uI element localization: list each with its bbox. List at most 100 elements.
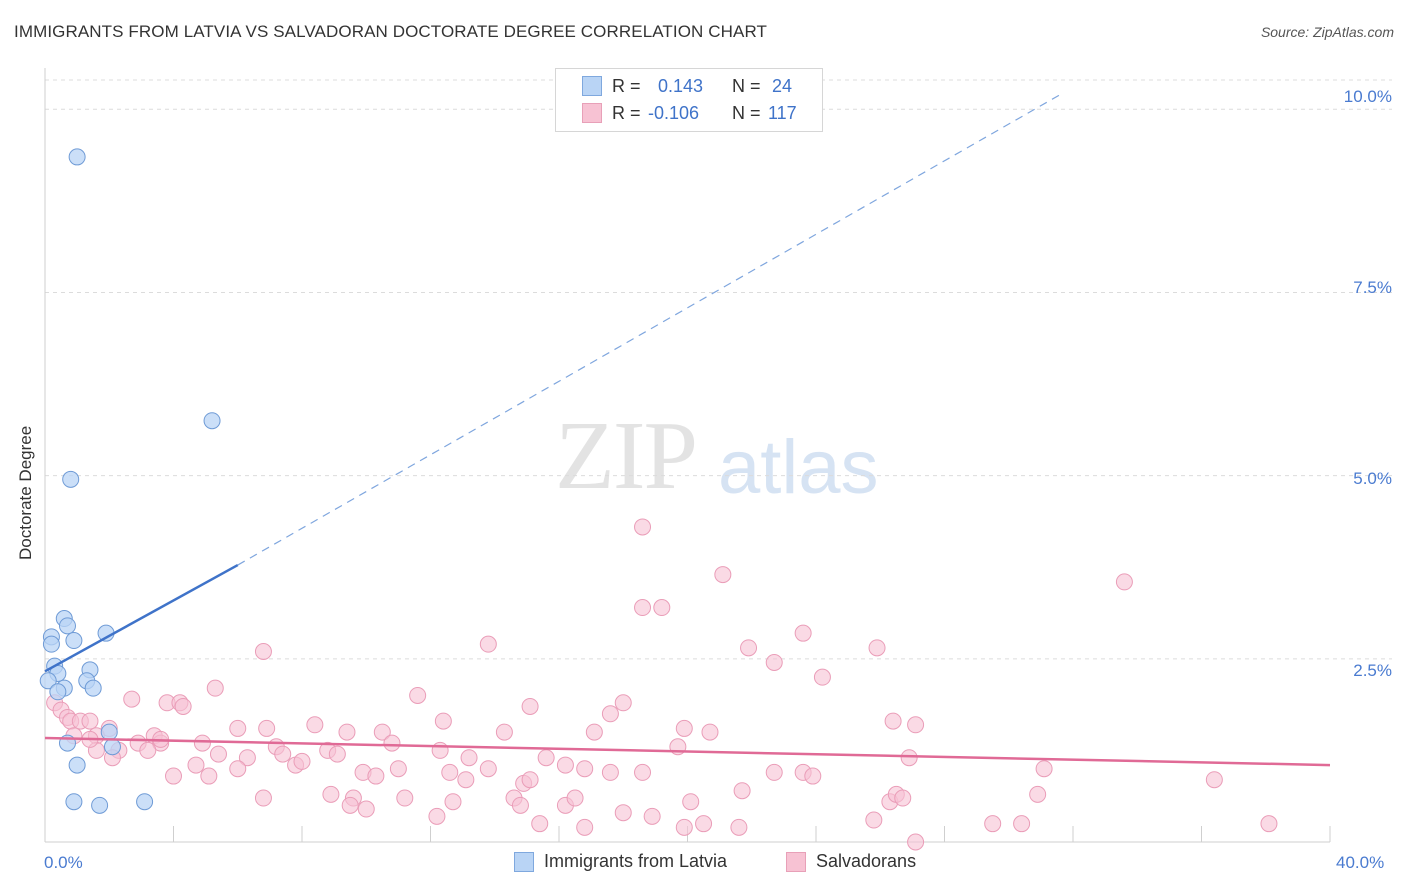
- salvadorans-point: [431, 741, 449, 759]
- salvadorans-point: [460, 749, 478, 767]
- salvadorans-point: [187, 756, 205, 774]
- salvadorans-point: [701, 723, 719, 741]
- salvadorans-point: [653, 599, 671, 617]
- salvadorans-point: [531, 815, 549, 833]
- salvadorans-point: [765, 763, 783, 781]
- salvadorans-point: [1205, 771, 1223, 789]
- salvadorans-point: [1013, 815, 1031, 833]
- salvadorans-point: [556, 756, 574, 774]
- correlation-legend: R = 0.143 N = 24 R = -0.106 N = 117: [555, 68, 823, 132]
- salvadorans-point: [675, 818, 693, 836]
- latvia-point: [103, 738, 121, 756]
- salvadorans-point: [396, 789, 414, 807]
- legend-n-value: 24: [772, 75, 793, 96]
- salvadorans-point: [682, 793, 700, 811]
- salvadorans-point: [537, 749, 555, 767]
- salvadorans-point: [206, 679, 224, 697]
- salvadorans-point: [254, 789, 272, 807]
- salvadorans-point: [643, 807, 661, 825]
- legend-r-label: R =: [612, 75, 641, 96]
- legend-swatch-pink: [582, 103, 602, 123]
- y-tick-label: 7.5%: [1353, 278, 1392, 297]
- legend-n-value: 117: [768, 102, 797, 123]
- bottom-legend-latvia: Immigrants from Latvia: [514, 851, 727, 872]
- salvadorans-point: [634, 518, 652, 536]
- salvadorans-point: [733, 782, 751, 800]
- salvadorans-point: [254, 643, 272, 660]
- latvia-point: [49, 683, 67, 701]
- salvadorans-point: [306, 716, 324, 734]
- legend-n-label: N =: [732, 102, 761, 123]
- salvadorans-point: [200, 767, 218, 785]
- legend-r-value: 0.143: [658, 75, 704, 96]
- salvadorans-point: [900, 749, 918, 767]
- salvadorans-point: [521, 771, 539, 789]
- salvadorans-point: [373, 723, 391, 741]
- salvadorans-point: [428, 807, 446, 825]
- latvia-point: [203, 412, 221, 430]
- salvadorans-point: [907, 716, 925, 734]
- legend-swatch-blue: [582, 76, 602, 96]
- salvadorans-point: [322, 785, 340, 803]
- salvadorans-point: [229, 719, 247, 737]
- salvadorans-point: [576, 760, 594, 778]
- salvadorans-point: [804, 767, 822, 785]
- latvia-point: [68, 148, 86, 166]
- y-tick-label: 10.0%: [1343, 87, 1392, 106]
- salvadorans-point: [1115, 573, 1133, 591]
- salvadorans-point: [868, 639, 886, 657]
- chart-title: IMMIGRANTS FROM LATVIA VS SALVADORAN DOC…: [14, 22, 767, 41]
- salvadorans-point: [293, 752, 311, 770]
- salvadorans-point: [123, 690, 141, 708]
- salvadorans-point: [794, 624, 812, 642]
- salvadorans-point: [521, 697, 539, 715]
- bottom-legend-label: Immigrants from Latvia: [544, 851, 728, 871]
- salvadorans-point: [341, 796, 359, 814]
- latvia-point: [42, 635, 60, 653]
- salvadorans-point: [601, 763, 619, 781]
- salvadorans-point: [585, 723, 603, 741]
- salvadorans-point: [634, 599, 652, 617]
- salvadorans-point: [1260, 815, 1278, 833]
- latvia-trend-extension: [237, 94, 1061, 566]
- salvadorans-point: [634, 763, 652, 781]
- latvia-trend-line: [44, 563, 239, 673]
- salvadorans-point: [601, 705, 619, 723]
- salvadorans-trend-line: [44, 736, 1331, 767]
- latvia-point: [136, 793, 154, 811]
- watermark-atlas: atlas: [718, 425, 879, 510]
- salvadorans-point: [894, 789, 912, 807]
- salvadorans-point: [457, 771, 475, 789]
- salvadorans-point: [357, 800, 375, 818]
- salvadorans-point: [444, 793, 462, 811]
- y-tick-label: 5.0%: [1353, 469, 1392, 488]
- x-tick-label-min: 0.0%: [44, 853, 83, 872]
- salvadorans-point: [238, 749, 256, 767]
- salvadorans-point: [81, 712, 99, 730]
- salvadorans-point: [328, 745, 346, 763]
- salvadorans-point: [479, 635, 497, 653]
- salvadorans-point: [441, 763, 459, 781]
- watermark-zip: ZIP: [555, 402, 698, 510]
- bottom-legend-swatch-pink: [786, 851, 806, 872]
- x-tick-label-max: 40.0%: [1336, 853, 1385, 872]
- salvadorans-point: [209, 745, 227, 763]
- salvadorans-point: [389, 760, 407, 778]
- salvadorans-point: [479, 760, 497, 778]
- legend-r-label: R =: [612, 102, 641, 123]
- salvadorans-point: [614, 804, 632, 822]
- salvadorans-point: [675, 719, 693, 737]
- salvadorans-point: [984, 815, 1002, 833]
- salvadorans-point: [495, 723, 513, 741]
- axes: [44, 68, 1331, 843]
- salvadorans-point: [907, 833, 925, 851]
- trend-lines: [44, 94, 1331, 767]
- latvia-point: [58, 617, 76, 635]
- salvadorans-point: [884, 712, 902, 730]
- bottom-legend-salvadorans: Salvadorans: [786, 851, 916, 872]
- y-axis-label: Doctorate Degree: [16, 425, 35, 560]
- salvadorans-point: [367, 767, 385, 785]
- legend-n-label: N =: [732, 75, 761, 96]
- latvia-point: [91, 796, 109, 814]
